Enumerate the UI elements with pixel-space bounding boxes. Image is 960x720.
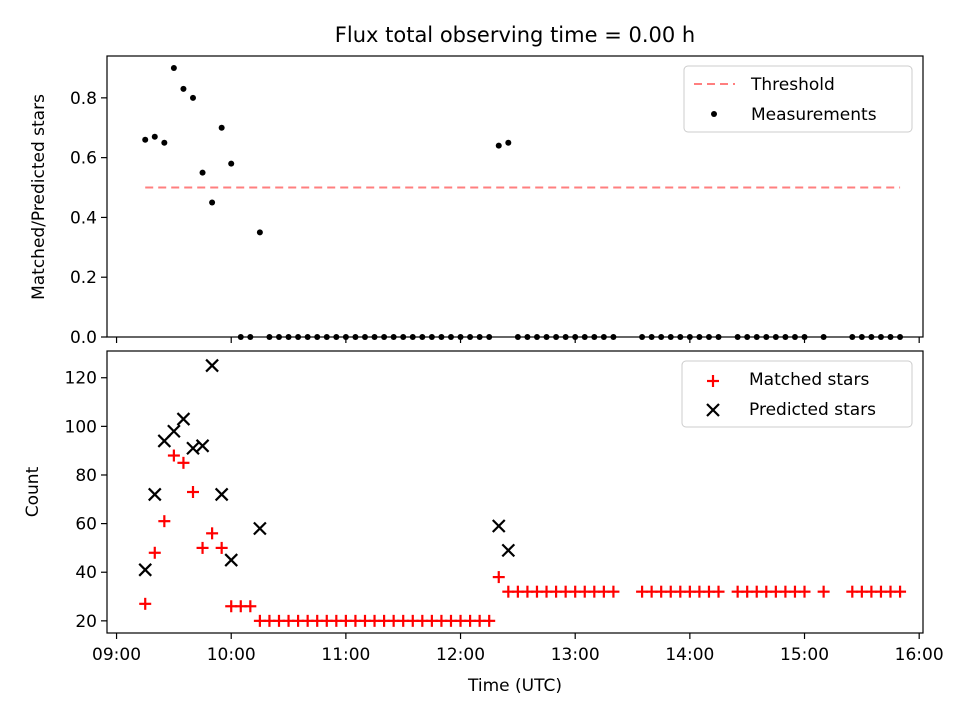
top-ylabel: Matched/Predicted stars <box>29 94 49 300</box>
predicted-star-point <box>501 543 516 558</box>
matched-star-point <box>483 614 496 627</box>
measurement-point <box>505 139 512 146</box>
bottom-ytick-label: 40 <box>75 563 97 583</box>
matched-star-point <box>492 571 505 584</box>
count-panel: 20 40 60 80 100 120 09:00 10:00 11:00 12:00 13:00 1… <box>23 350 944 696</box>
matched-star-point <box>139 597 152 610</box>
predicted-star-point <box>147 487 162 502</box>
top-ytick-label: 0.6 <box>70 149 97 169</box>
matched-star-point <box>798 585 811 598</box>
measurement-point <box>256 229 263 236</box>
predicted-star-point <box>195 439 210 453</box>
matched-star-point <box>206 527 219 540</box>
matched-star-point <box>215 541 228 554</box>
matched-star-point <box>712 585 725 598</box>
predicted-star-point <box>214 487 229 502</box>
measurement-point <box>218 124 225 131</box>
predicted-star-point <box>167 424 181 439</box>
bottom-xlabel: Time (UTC) <box>467 676 562 696</box>
bottom-ytick-label: 60 <box>75 515 97 535</box>
measurement-point <box>495 142 502 149</box>
predicted-legend-label: Predicted stars <box>749 400 876 420</box>
predicted-star-point <box>253 521 267 536</box>
bottom-xtick-label: 15:00 <box>780 645 829 665</box>
matched-star-point <box>158 515 171 528</box>
matched-star-point <box>607 585 620 598</box>
measurements-legend-marker <box>711 111 717 117</box>
measurement-point <box>142 136 149 143</box>
matched-legend-marker <box>707 375 719 387</box>
figure-title: Flux total observing time = 0.00 h <box>335 23 695 47</box>
top-legend-box <box>683 65 913 133</box>
bottom-xtick-label: 09:00 <box>92 645 141 665</box>
predicted-star-point <box>224 553 238 567</box>
matched-star-point <box>177 456 190 469</box>
measurement-point <box>161 139 168 146</box>
top-ytick-label: 0.4 <box>70 208 97 228</box>
top-ytick-label: 0.0 <box>70 328 97 348</box>
bottom-ylabel: Count <box>23 466 43 517</box>
bottom-legend-box <box>681 360 913 428</box>
matched-star-point <box>167 449 180 462</box>
measurement-point <box>180 85 187 92</box>
matched-star-point <box>244 600 257 613</box>
top-axes-ticks: 0.0 0.2 0.4 0.6 0.8 <box>70 89 920 348</box>
predicted-star-point <box>491 519 506 533</box>
bottom-xtick-label: 14:00 <box>665 645 714 665</box>
measurement-point <box>209 199 216 206</box>
predicted-stars-points <box>138 358 516 577</box>
matched-star-point <box>196 541 209 554</box>
predicted-star-point <box>205 358 219 373</box>
threshold-legend-label: Threshold <box>750 75 835 95</box>
ratio-panel: 0.00.20.40.60.8 Matched/Predicted stars … <box>29 55 924 348</box>
top-ytick-label: 0.2 <box>70 268 97 288</box>
bottom-legend: Matched stars Predicted stars <box>681 360 913 428</box>
bottom-axes-frame <box>106 350 924 634</box>
bottom-xtick-label: 16:00 <box>895 645 944 665</box>
matched-star-point <box>186 486 199 498</box>
measurement-point <box>151 133 158 140</box>
measurement-point <box>189 94 196 101</box>
bottom-xtick-label: 10:00 <box>207 645 256 665</box>
measurement-point <box>170 64 177 71</box>
measurements-legend-label: Measurements <box>751 105 877 125</box>
predicted-star-point <box>138 563 152 577</box>
predicted-legend-marker <box>706 403 720 417</box>
bottom-ytick-label: 80 <box>75 466 97 486</box>
top-legend: Threshold Measurements <box>683 65 913 133</box>
matched-star-point <box>894 585 907 598</box>
matched-stars-points <box>139 449 907 627</box>
matched-legend-label: Matched stars <box>749 370 869 390</box>
measurement-point <box>199 169 206 176</box>
measurement-point <box>228 160 235 167</box>
bottom-ytick-label: 20 <box>75 612 97 632</box>
bottom-ytick-label: 120 <box>65 369 97 389</box>
bottom-xtick-label: 13:00 <box>551 645 600 665</box>
predicted-star-point <box>176 412 191 426</box>
top-ytick-label: 0.8 <box>70 89 97 109</box>
bottom-axes-ticks: 20 40 60 80 100 120 09:00 10:00 11:00 12:00 13:00 1… <box>65 369 944 665</box>
bottom-xtick-label: 12:00 <box>436 645 485 665</box>
bottom-ytick-label: 100 <box>65 417 97 437</box>
matched-star-point <box>817 585 830 598</box>
bottom-xtick-label: 11:00 <box>321 645 370 665</box>
matched-star-point <box>148 546 161 559</box>
top-axes-frame <box>106 55 924 338</box>
